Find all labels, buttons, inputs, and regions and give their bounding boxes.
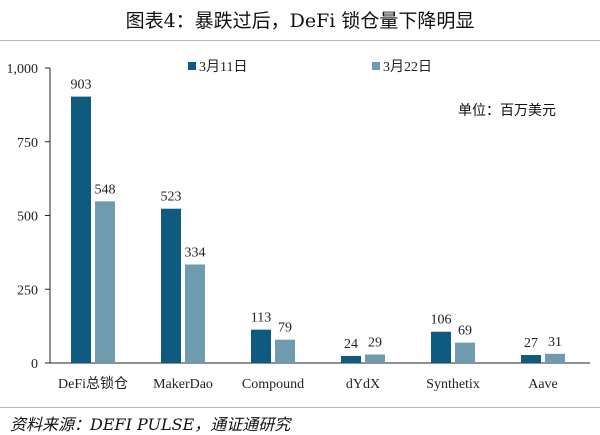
x-tick-label: MakerDao: [153, 377, 213, 392]
title-divider: [0, 40, 600, 41]
data-label: 79: [278, 321, 292, 336]
bar-mar11: [521, 355, 541, 363]
legend-label: 3月11日: [199, 59, 247, 75]
y-tick-label: 750: [17, 136, 38, 151]
data-label: 548: [95, 182, 116, 197]
x-tick-label: Aave: [528, 377, 558, 392]
y-tick-label: 500: [17, 210, 38, 225]
bar-mar22: [365, 354, 385, 363]
data-label: 24: [344, 337, 358, 352]
bar-mar22: [545, 353, 565, 363]
legend-label: 3月22日: [383, 59, 432, 75]
data-label: 523: [161, 190, 182, 205]
bar-mar22: [275, 339, 295, 363]
y-tick-label: 250: [17, 283, 38, 298]
source-divider: [0, 407, 600, 408]
data-label: 903: [71, 78, 92, 93]
bar-mar22: [455, 342, 475, 363]
data-label: 106: [431, 313, 452, 328]
legend-swatch: [372, 62, 380, 70]
data-label: 31: [548, 335, 562, 350]
bar-mar11: [71, 96, 91, 364]
bar-mar11: [341, 355, 361, 363]
bar-chart: 0 250 500 750 1,000 DeFi总锁仓 903 548 MakerDao 523 3…: [7, 59, 590, 392]
bar-mar22: [185, 264, 205, 363]
y-tick-label: 0: [31, 357, 38, 372]
x-tick-label: Synthetix: [426, 377, 480, 392]
data-label: 113: [251, 311, 271, 326]
bar-mar11: [251, 329, 271, 363]
legend-swatch: [188, 62, 196, 70]
bar-mar11: [161, 208, 181, 363]
data-label: 69: [458, 324, 472, 339]
chart-title: 图表4：暴跌过后，DeFi 锁仓量下降明显: [125, 10, 475, 32]
bar-mar11: [431, 331, 451, 363]
source-note: 资料来源：DEFI PULSE，通证通研究: [10, 415, 291, 434]
data-label: 27: [524, 336, 538, 351]
x-tick-label: Compound: [242, 377, 304, 392]
data-label: 29: [368, 335, 382, 350]
data-label: 334: [185, 245, 206, 260]
x-tick-label: dYdX: [346, 377, 380, 392]
x-tick-label: DeFi总锁仓: [58, 376, 128, 392]
y-tick-label: 1,000: [7, 62, 39, 77]
unit-label: 单位：百万美元: [458, 103, 556, 119]
bar-mar22: [95, 201, 115, 363]
